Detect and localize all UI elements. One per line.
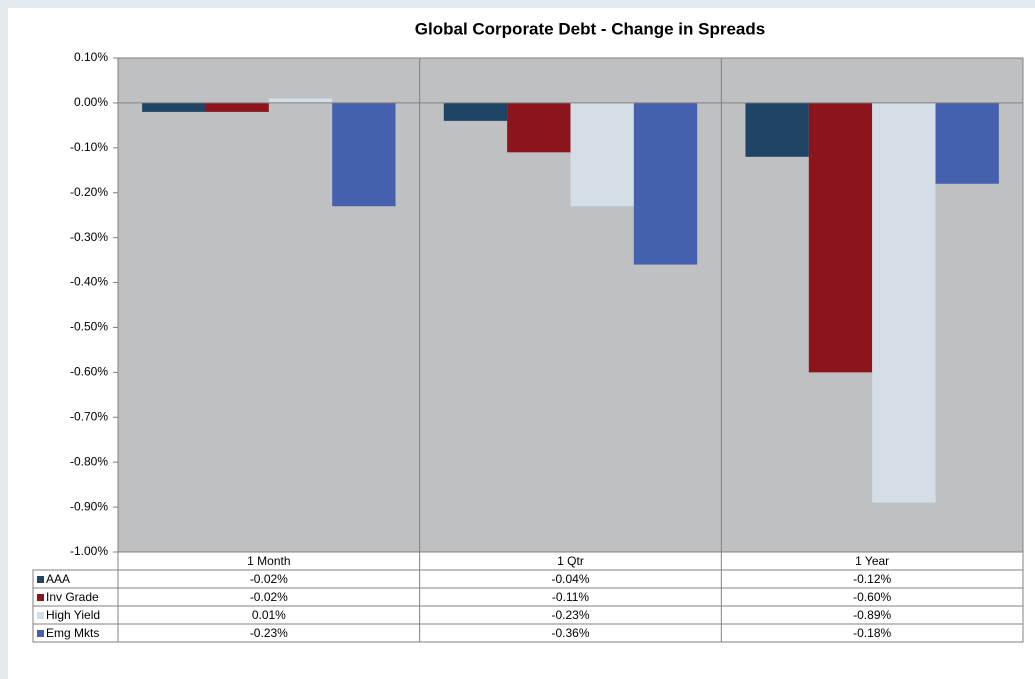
- x-tick-label: 1 Month: [247, 554, 290, 568]
- data-label: -0.04%: [551, 572, 589, 586]
- data-label: -0.36%: [551, 626, 589, 640]
- y-tick-label: -0.90%: [70, 499, 108, 513]
- data-label: -0.12%: [853, 572, 891, 586]
- x-tick-label: 1 Qtr: [557, 554, 584, 568]
- data-label: -0.18%: [853, 626, 891, 640]
- bar: [443, 102, 508, 121]
- y-tick-label: -0.80%: [70, 454, 108, 468]
- bar: [808, 102, 873, 373]
- data-label: -0.02%: [250, 572, 288, 586]
- bar: [205, 102, 269, 112]
- bar: [268, 98, 333, 103]
- data-label: 0.01%: [252, 608, 286, 622]
- legend-label: Emg Mkts: [46, 626, 99, 640]
- bar: [935, 102, 999, 184]
- bar: [332, 102, 396, 207]
- y-tick-label: -0.40%: [70, 275, 108, 289]
- y-tick-label: -0.20%: [70, 185, 108, 199]
- legend-swatch: [37, 630, 44, 637]
- bar: [633, 102, 698, 265]
- y-tick-label: -0.30%: [70, 230, 108, 244]
- x-tick-label: 1 Year: [855, 554, 889, 568]
- y-tick-label: -1.00%: [70, 544, 108, 558]
- legend-swatch: [37, 594, 44, 601]
- bar: [745, 102, 809, 157]
- legend-label: High Yield: [46, 608, 100, 622]
- legend-swatch: [37, 576, 44, 583]
- legend-label: Inv Grade: [46, 590, 99, 604]
- bar: [872, 102, 936, 503]
- bar: [142, 102, 206, 112]
- chart-title: Global Corporate Debt - Change in Spread…: [415, 19, 765, 38]
- y-tick-label: -0.60%: [70, 365, 108, 379]
- data-label: -0.89%: [853, 608, 891, 622]
- bar: [570, 102, 634, 207]
- y-tick-label: -0.10%: [70, 140, 108, 154]
- data-label: -0.11%: [552, 590, 589, 604]
- y-tick-label: 0.00%: [74, 95, 108, 109]
- data-label: -0.02%: [250, 590, 288, 604]
- bar: [507, 102, 571, 153]
- y-tick-label: 0.10%: [74, 50, 108, 64]
- legend-swatch: [37, 612, 44, 619]
- y-tick-label: -0.50%: [70, 320, 108, 334]
- y-tick-label: -0.70%: [70, 409, 108, 423]
- data-label: -0.23%: [250, 626, 288, 640]
- legend-label: AAA: [46, 572, 70, 586]
- data-label: -0.60%: [853, 590, 891, 604]
- data-label: -0.23%: [551, 608, 589, 622]
